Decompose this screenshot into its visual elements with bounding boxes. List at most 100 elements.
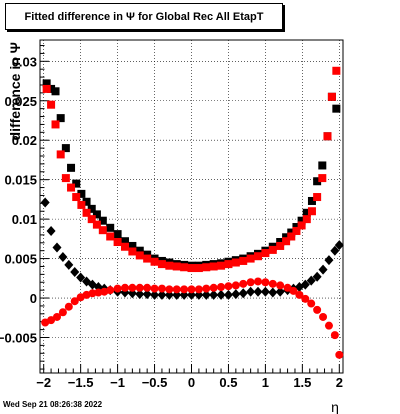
series-2-point bbox=[40, 197, 50, 208]
series-1-point bbox=[157, 260, 166, 269]
footer-timestamp: Wed Sep 21 08:26:38 2022 bbox=[3, 400, 103, 409]
series-2-point bbox=[58, 252, 68, 263]
series-3-point bbox=[52, 312, 61, 321]
series-0-point bbox=[113, 230, 122, 239]
series-3-point bbox=[254, 277, 263, 286]
series-3-point bbox=[231, 281, 240, 290]
plot-frame bbox=[39, 39, 344, 374]
y-tick-label: −0.005 bbox=[0, 330, 37, 345]
series-3-point bbox=[268, 279, 277, 288]
series-1-point bbox=[332, 66, 341, 75]
series-3-point bbox=[283, 283, 292, 292]
series-0-point bbox=[72, 179, 81, 188]
series-2-point bbox=[52, 242, 62, 253]
series-3-point bbox=[70, 297, 79, 306]
series-2-point bbox=[201, 289, 211, 300]
series-1-point bbox=[302, 215, 311, 224]
series-3-point bbox=[187, 285, 196, 294]
series-0-point bbox=[332, 104, 341, 113]
series-2-point bbox=[46, 225, 56, 236]
series-3-point bbox=[64, 302, 73, 311]
series-3-point bbox=[157, 284, 166, 293]
series-2-point bbox=[318, 264, 328, 275]
series-1-point bbox=[67, 183, 76, 192]
series-1-point bbox=[172, 262, 181, 271]
series-0-point bbox=[313, 177, 322, 186]
series-0-point bbox=[67, 163, 76, 172]
series-1-point bbox=[106, 232, 115, 241]
x-tick-label: 0 bbox=[188, 375, 195, 390]
series-3-point bbox=[324, 321, 333, 330]
series-1-point bbox=[194, 264, 203, 273]
series-2-point bbox=[253, 286, 263, 297]
series-3-point bbox=[295, 290, 304, 299]
x-tick-label: −1 bbox=[110, 375, 125, 390]
series-1-point bbox=[292, 226, 301, 235]
series-3-point bbox=[143, 283, 152, 292]
series-0-point bbox=[42, 79, 51, 88]
series-0-point bbox=[47, 84, 56, 93]
series-3-point bbox=[120, 283, 129, 292]
series-2-point bbox=[246, 286, 256, 297]
series-0-point bbox=[87, 204, 96, 213]
series-1-point bbox=[231, 258, 240, 267]
series-3-point bbox=[172, 285, 181, 294]
series-2-point bbox=[268, 287, 278, 298]
series-3-point bbox=[180, 285, 189, 294]
series-3-point bbox=[88, 289, 97, 298]
series-1-point bbox=[120, 242, 129, 251]
series-2-point bbox=[231, 289, 241, 300]
x-axis-title: η bbox=[331, 399, 339, 414]
series-2-point bbox=[150, 289, 160, 300]
y-tick-label: 0.005 bbox=[4, 252, 37, 267]
series-2-point bbox=[142, 289, 152, 300]
series-2-point bbox=[330, 245, 340, 256]
series-0-point bbox=[120, 237, 129, 246]
series-0-point bbox=[307, 196, 316, 205]
series-3-point bbox=[301, 294, 310, 303]
y-tick-label: 0.03 bbox=[12, 54, 37, 69]
series-1-point bbox=[217, 261, 226, 270]
series-3-point bbox=[58, 308, 67, 317]
series-1-point bbox=[202, 263, 211, 272]
y-tick-label: 0.025 bbox=[4, 94, 37, 109]
series-0-point bbox=[77, 189, 86, 198]
series-1-point bbox=[87, 215, 96, 224]
series-2-point bbox=[135, 289, 145, 300]
series-1-point bbox=[254, 252, 263, 261]
series-0-point bbox=[82, 197, 91, 206]
series-2-point bbox=[64, 259, 74, 270]
x-tick-label: 1.5 bbox=[293, 375, 311, 390]
series-1-point bbox=[323, 132, 332, 141]
series-1-point bbox=[327, 92, 336, 101]
series-3-point bbox=[202, 284, 211, 293]
series-1-point bbox=[276, 241, 285, 250]
series-1-point bbox=[113, 238, 122, 247]
series-3-point bbox=[209, 283, 218, 292]
series-1-point bbox=[98, 226, 107, 235]
series-2-point bbox=[306, 275, 316, 286]
series-0-point bbox=[106, 223, 115, 232]
series-1-point bbox=[92, 220, 101, 229]
series-0-point bbox=[318, 161, 327, 170]
series-1-point bbox=[42, 84, 51, 93]
series-1-point bbox=[282, 237, 291, 246]
series-1-point bbox=[224, 260, 233, 269]
chart-title: Fitted difference in Ψ for Global Rec Al… bbox=[5, 3, 283, 30]
series-3-point bbox=[113, 284, 122, 293]
series-3-point bbox=[239, 279, 248, 288]
series-0-point bbox=[135, 246, 144, 255]
series-3-point bbox=[330, 331, 339, 340]
series-0-point bbox=[61, 144, 70, 153]
series-1-point bbox=[72, 193, 81, 202]
series-1-point bbox=[150, 257, 159, 266]
series-1-point bbox=[128, 247, 137, 256]
series-3-point bbox=[276, 281, 285, 290]
series-1-point bbox=[268, 245, 277, 254]
series-3-point bbox=[307, 299, 316, 308]
y-tick-label: 0.02 bbox=[12, 133, 37, 148]
series-3-point bbox=[94, 288, 103, 297]
y-tick-label: 0.01 bbox=[12, 212, 37, 227]
series-1-point bbox=[77, 200, 86, 209]
series-2-point bbox=[209, 289, 219, 300]
